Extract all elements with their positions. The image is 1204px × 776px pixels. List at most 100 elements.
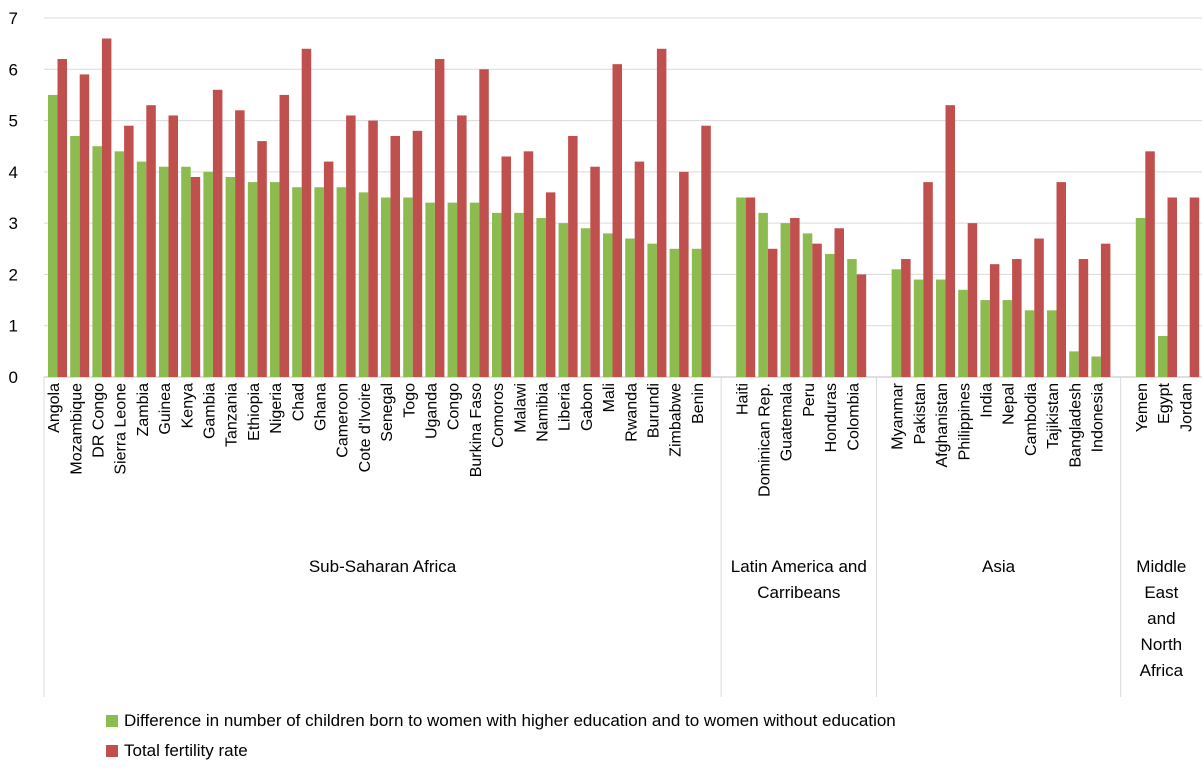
bar-difference [514,212,524,377]
bar-fertility-rate [1167,197,1177,377]
bar-fertility-rate [1100,243,1111,377]
group-label-line: Middle [1136,557,1186,576]
category-label: Jordan [1178,383,1195,432]
legend-swatch-green [106,715,118,727]
bar-fertility-rate [745,197,756,377]
group-label: Sub-Saharan Africa [309,557,457,576]
bar-fertility-rate [479,69,489,378]
bar-fertility-rate [545,192,556,377]
bar-difference [1135,218,1146,377]
category-label: Philippines [956,383,973,460]
category-label: Cambodia [1023,383,1040,456]
bar-difference [558,223,569,377]
category-label: Guatemala [779,383,796,461]
y-tick-label: 0 [9,368,18,387]
group-label-line: Carribeans [757,583,840,602]
bar-difference [1091,356,1101,377]
category-label: Gambia [202,383,219,439]
category-label: Namibia [535,383,552,442]
bar-difference [847,259,857,377]
bar-difference [936,279,946,377]
bar-fertility-rate [412,130,423,377]
category-label: Tanzania [224,383,241,447]
bar-difference [292,187,302,377]
bar-difference [403,197,413,377]
bar-difference [314,187,324,377]
category-label: Rwanda [623,383,640,442]
group-label-line: Sub-Saharan Africa [309,557,457,576]
bar-fertility-rate [346,115,356,377]
bar-fertility-rate [235,110,245,378]
bar-fertility-rate [168,115,178,377]
category-label: Sierra Leone [113,383,130,475]
category-label: Chad [290,383,307,421]
bar-fertility-rate [124,125,134,377]
category-label: Guinea [157,383,174,435]
bar-difference [203,171,213,377]
bar-fertility-rate [701,125,711,377]
category-label: Zambia [135,383,152,436]
bar-fertility-rate [634,161,645,377]
bar-difference [225,176,236,377]
category-label: Cote d'Ivoire [357,383,374,472]
bar-fertility-rate [1056,182,1066,377]
bar-fertility-rate [257,141,267,377]
bar-difference [736,197,746,377]
bar-fertility-rate [323,161,334,377]
category-label: Peru [801,383,818,417]
category-label: Ghana [313,383,330,431]
category-label: Indonesia [1090,383,1107,452]
bar-fertility-rate [301,48,312,378]
bar-difference [247,182,258,377]
y-tick-label: 3 [9,214,18,233]
bar-fertility-rate [568,135,578,377]
bar-difference [159,166,169,377]
y-tick-label: 4 [9,163,18,182]
bar-difference [647,243,657,377]
bar-difference [492,212,502,377]
bar-difference [780,223,791,377]
bar-difference [958,289,968,377]
bar-difference [1002,300,1013,377]
y-tick-label: 6 [9,60,18,79]
category-label: Haiti [734,383,751,415]
bar-difference [114,151,125,377]
category-label: Tajikistan [1045,383,1062,449]
y-tick-label: 1 [9,317,18,336]
bar-difference [913,279,924,377]
bar-difference [358,192,369,377]
group-label-line: Latin America and [731,557,867,576]
bar-difference [270,182,280,377]
bar-difference [70,135,80,377]
bar-fertility-rate [656,48,667,378]
category-label: Benin [690,383,707,424]
group-label-line: North [1141,635,1183,654]
bar-difference [92,146,102,377]
bar-fertility-rate [679,171,689,377]
category-label: Mozambique [68,383,85,475]
bar-fertility-rate [390,135,400,377]
category-label: Mali [601,383,618,412]
category-label: Honduras [823,383,840,452]
category-label: Liberia [557,383,574,431]
category-label: Afghanistan [934,383,951,468]
group-label-line: Asia [982,557,1016,576]
y-tick-label: 5 [9,112,18,131]
bar-difference [425,202,435,377]
bar-difference [1024,310,1035,377]
bar-fertility-rate [1012,259,1022,377]
category-label: DR Congo [91,383,108,458]
bar-difference [980,300,990,377]
bar-difference [669,248,680,377]
category-label: Colombia [845,383,862,451]
bar-difference [825,253,835,377]
bar-fertility-rate [1078,259,1089,377]
category-label: Bangladesh [1067,383,1084,468]
bar-fertility-rate [146,105,156,377]
legend-item-tfr: Total fertility rate [106,736,896,766]
labels: 0 1 2 3 4 5 6 7 Angola Mozambique DR Congo Sierra L… [9,9,1196,680]
bar-fertility-rate [212,89,223,378]
bar-fertility-rate [590,166,600,377]
bar-difference [580,228,591,377]
axes [43,377,1122,697]
